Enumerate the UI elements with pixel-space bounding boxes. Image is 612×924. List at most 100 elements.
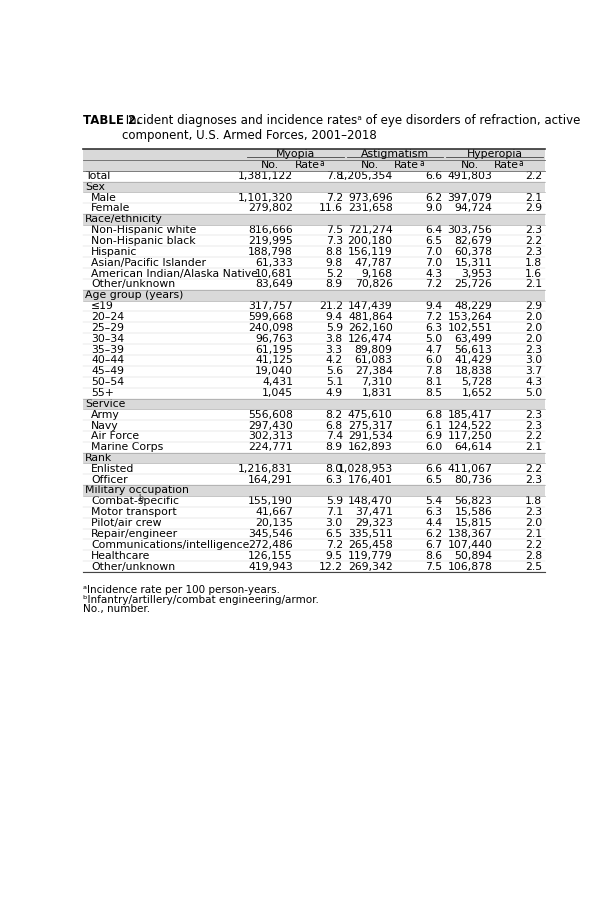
Text: Female: Female [91,203,130,213]
Text: 64,614: 64,614 [455,443,493,453]
Text: Rate: Rate [294,160,319,170]
Text: 61,083: 61,083 [355,356,393,366]
Bar [83,279,545,290]
Text: 7.2: 7.2 [326,192,343,202]
Text: 6.0: 6.0 [425,356,442,366]
Bar [83,171,545,182]
Text: 8.0: 8.0 [326,464,343,474]
Text: 48,229: 48,229 [455,301,493,310]
Text: 265,458: 265,458 [348,540,393,550]
Text: Air Force: Air Force [91,432,140,442]
Text: 45–49: 45–49 [91,367,124,376]
Text: 8.1: 8.1 [425,377,442,387]
Text: 6.5: 6.5 [425,475,442,485]
Bar [83,432,545,443]
Text: 5.0: 5.0 [525,388,542,398]
Bar [83,322,545,334]
Text: Repair/engineer: Repair/engineer [91,529,178,539]
Text: 302,313: 302,313 [248,432,293,442]
Text: b: b [138,494,143,503]
Text: American Indian/Alaska Native: American Indian/Alaska Native [91,269,258,278]
Text: 6.8: 6.8 [425,409,442,419]
Text: Astigmatism: Astigmatism [361,149,429,159]
Text: 176,401: 176,401 [348,475,393,485]
Text: 126,474: 126,474 [348,334,393,344]
Text: Officer: Officer [91,475,128,485]
Text: 275,317: 275,317 [348,420,393,431]
Bar [83,551,545,562]
Text: 6.3: 6.3 [326,475,343,485]
Text: 5.9: 5.9 [326,322,343,333]
Text: Navy: Navy [91,420,119,431]
Text: 102,551: 102,551 [447,322,493,333]
Text: TABLE 2.: TABLE 2. [83,114,140,127]
Text: Other/unknown: Other/unknown [91,279,176,289]
Text: Healthcare: Healthcare [91,551,151,561]
Text: 279,802: 279,802 [248,203,293,213]
Text: Other/unknown: Other/unknown [91,562,176,572]
Text: No.: No. [361,160,379,170]
Text: a: a [519,159,524,167]
Text: 7.2: 7.2 [425,279,442,289]
Text: 1,652: 1,652 [461,388,493,398]
Text: 2.2: 2.2 [525,432,542,442]
Bar [83,562,545,572]
Text: 35–39: 35–39 [91,345,124,355]
Bar [83,300,545,311]
Text: 3.0: 3.0 [326,517,343,528]
Text: 83,649: 83,649 [255,279,293,289]
Text: Communications/intelligence: Communications/intelligence [91,540,250,550]
Bar [83,345,545,355]
Bar [83,290,545,300]
Text: 6.8: 6.8 [326,420,343,431]
Text: 335,511: 335,511 [348,529,393,539]
Text: 188,798: 188,798 [248,247,293,257]
Text: Asian/Pacific Islander: Asian/Pacific Islander [91,258,206,268]
Text: 1,101,320: 1,101,320 [237,192,293,202]
Text: Rank: Rank [85,453,112,463]
Text: 2.1: 2.1 [525,443,542,453]
Text: 7.0: 7.0 [425,258,442,268]
Text: 80,736: 80,736 [455,475,493,485]
Bar [83,160,545,171]
Text: 481,864: 481,864 [348,311,393,322]
Text: 9.4: 9.4 [425,301,442,310]
Text: 164,291: 164,291 [248,475,293,485]
Text: 272,486: 272,486 [248,540,293,550]
Text: 124,522: 124,522 [447,420,493,431]
Text: 89,809: 89,809 [355,345,393,355]
Text: 475,610: 475,610 [348,409,393,419]
Text: 9.4: 9.4 [326,311,343,322]
Text: 1.8: 1.8 [525,258,542,268]
Text: 7.8: 7.8 [326,171,343,181]
Text: 2.0: 2.0 [525,311,542,322]
Text: 21.2: 21.2 [319,301,343,310]
Text: 224,771: 224,771 [248,443,293,453]
Text: 148,470: 148,470 [348,496,393,506]
Bar [83,420,545,432]
Text: 63,499: 63,499 [455,334,493,344]
Text: 19,040: 19,040 [255,367,293,376]
Text: 397,079: 397,079 [447,192,493,202]
Text: 5.9: 5.9 [326,496,343,506]
Text: 162,893: 162,893 [348,443,393,453]
Bar [83,247,545,258]
Text: 7.5: 7.5 [326,225,343,235]
Text: 5.0: 5.0 [425,334,442,344]
Text: 7.2: 7.2 [326,540,343,550]
Text: 55+: 55+ [91,388,114,398]
Text: 41,429: 41,429 [455,356,493,366]
Text: 2.3: 2.3 [525,507,542,517]
Text: 60,378: 60,378 [455,247,493,257]
Text: 147,439: 147,439 [348,301,393,310]
Bar [83,355,545,366]
Text: 3.3: 3.3 [326,345,343,355]
Text: 8.5: 8.5 [425,388,442,398]
Text: 6.5: 6.5 [425,236,442,246]
Text: 297,430: 297,430 [248,420,293,431]
Bar [83,485,545,496]
Bar [83,464,545,474]
Text: 1,045: 1,045 [262,388,293,398]
Text: 37,471: 37,471 [355,507,393,517]
Text: 185,417: 185,417 [447,409,493,419]
